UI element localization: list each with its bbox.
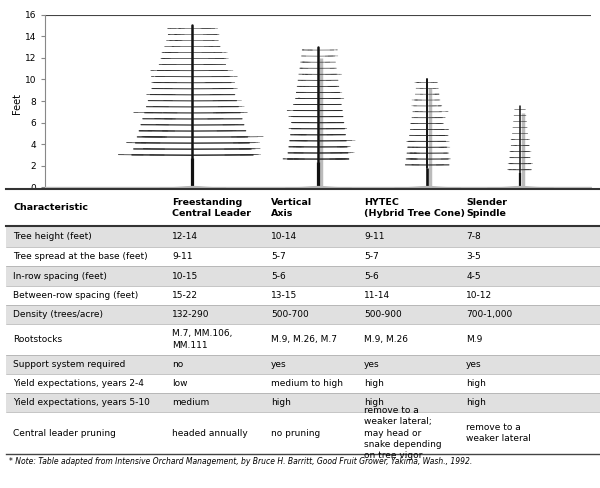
Text: 4-5: 4-5 [466,271,481,281]
Y-axis label: Feet: Feet [11,93,22,114]
Text: 700-1,000: 700-1,000 [466,309,512,319]
Text: 132-290: 132-290 [172,309,210,319]
Text: In-row spacing (feet): In-row spacing (feet) [13,271,107,281]
Text: 10-14: 10-14 [271,232,298,241]
Bar [6,247,600,266]
Text: yes: yes [466,360,482,369]
Text: M.9, M.26: M.9, M.26 [364,335,408,344]
Bar [6,189,600,226]
Text: no: no [172,360,184,369]
Text: high: high [466,379,486,388]
Bar [6,412,600,454]
Text: remove to a
weaker lateral;
may head or
snake depending
on tree vigor: remove to a weaker lateral; may head or … [364,407,442,460]
Text: 3-5: 3-5 [466,252,481,262]
Text: 5-6: 5-6 [271,271,286,281]
Text: low: low [172,379,188,388]
Text: Yield expectations, years 2-4: Yield expectations, years 2-4 [13,379,144,388]
Bar [6,266,600,285]
Bar [6,226,600,247]
Bar [6,305,600,324]
Text: 500-900: 500-900 [364,309,402,319]
Text: Between-row spacing (feet): Between-row spacing (feet) [13,290,139,300]
Text: Slender
Spindle: Slender Spindle [466,198,507,218]
Text: 9-11: 9-11 [172,252,193,262]
Text: 500-700: 500-700 [271,309,309,319]
Text: M.7, MM.106,
MM.111: M.7, MM.106, MM.111 [172,329,233,349]
Bar [6,374,600,393]
Text: high: high [466,398,486,407]
Bar [6,393,600,412]
Text: high: high [364,379,384,388]
Text: medium to high: medium to high [271,379,343,388]
Text: Vertical
Axis: Vertical Axis [271,198,313,218]
Text: 15-22: 15-22 [172,290,198,300]
Text: M.9: M.9 [466,335,482,344]
Text: remove to a
weaker lateral: remove to a weaker lateral [466,423,531,443]
Text: 5-6: 5-6 [364,271,379,281]
Text: Characteristic: Characteristic [13,203,88,212]
Text: Rootstocks: Rootstocks [13,335,62,344]
Bar [6,285,600,305]
Text: Central leader pruning: Central leader pruning [13,428,116,438]
Text: 13-15: 13-15 [271,290,298,300]
Text: 10-15: 10-15 [172,271,199,281]
Text: high: high [271,398,291,407]
Text: 11-14: 11-14 [364,290,391,300]
Text: 5-7: 5-7 [271,252,286,262]
Bar [6,355,600,374]
Text: 7-8: 7-8 [466,232,481,241]
Text: 9-11: 9-11 [364,232,385,241]
Text: HYTEC
(Hybrid Tree Cone): HYTEC (Hybrid Tree Cone) [364,198,465,218]
Text: 12-14: 12-14 [172,232,198,241]
Text: headed annually: headed annually [172,428,248,438]
Text: Yield expectations, years 5-10: Yield expectations, years 5-10 [13,398,150,407]
Text: Density (trees/acre): Density (trees/acre) [13,309,103,319]
Text: M.9, M.26, M.7: M.9, M.26, M.7 [271,335,337,344]
Text: medium: medium [172,398,209,407]
Text: Tree spread at the base (feet): Tree spread at the base (feet) [13,252,148,262]
Text: 10-12: 10-12 [466,290,493,300]
Text: yes: yes [364,360,380,369]
Text: no pruning: no pruning [271,428,320,438]
Text: Support system required: Support system required [13,360,125,369]
Text: yes: yes [271,360,287,369]
Bar [6,324,600,355]
Text: 5-7: 5-7 [364,252,379,262]
Text: Tree height (feet): Tree height (feet) [13,232,92,241]
Text: Freestanding
Central Leader: Freestanding Central Leader [172,198,251,218]
Text: high: high [364,398,384,407]
Text: * Note: Table adapted from Intensive Orchard Management, by Bruce H. Barritt, Go: * Note: Table adapted from Intensive Orc… [9,457,472,467]
